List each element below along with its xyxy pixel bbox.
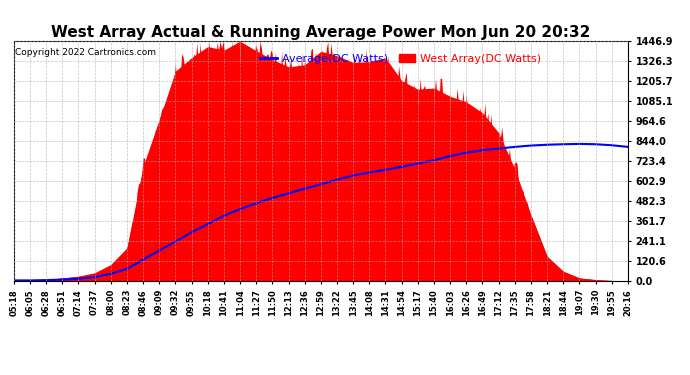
Legend: Average(DC Watts), West Array(DC Watts): Average(DC Watts), West Array(DC Watts) [256, 49, 545, 68]
Title: West Array Actual & Running Average Power Mon Jun 20 20:32: West Array Actual & Running Average Powe… [51, 25, 591, 40]
Text: Copyright 2022 Cartronics.com: Copyright 2022 Cartronics.com [15, 48, 156, 57]
